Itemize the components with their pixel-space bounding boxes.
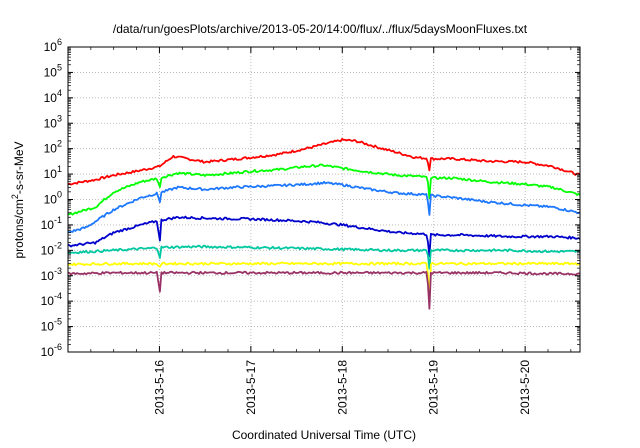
series-line [67,244,581,270]
y-tick-label: 101 [44,164,62,181]
series-line [68,163,581,216]
y-tick-label: 10-4 [41,291,62,308]
series-line [67,137,581,186]
x-tick-label: 2013-5-18 [335,360,349,415]
x-tick-label: 2013-5-16 [152,360,166,415]
series-line [67,180,581,234]
y-tick-label: 10-6 [41,342,62,359]
x-tick-label: 2013-5-17 [244,360,258,415]
y-tick-label: 106 [44,37,62,54]
series-line [67,261,581,302]
x-tick-labels: 2013-5-16 2013-5-17 2013-5-18 2013-5-19 2013… [152,360,532,415]
y-tick-labels: 106 105 104 103 102 101 100 10-1 10-2 10-3 10-4 10-… [41,37,62,359]
x-tick-label: 2013-5-20 [518,360,532,415]
y-tick-label: 10-3 [41,266,62,283]
y-tick-label: 104 [44,88,62,105]
y-tick-label: 103 [44,113,62,130]
y-tick-label: 100 [44,190,62,207]
x-axis-label: Coordinated Universal Time (UTC) [231,428,417,442]
chart-title: /data/run/goesPlots/archive/2013-05-20/1… [112,22,528,36]
y-tick-label: 102 [44,139,62,156]
y-tick-label: 105 [44,62,62,79]
series-group [67,137,581,310]
series-line [67,270,581,310]
tick-marks [68,46,580,353]
y-tick-label: 10-5 [41,317,62,334]
series-line [67,215,581,258]
x-tick-label: 2013-5-19 [427,360,441,415]
y-tick-label: 10-1 [41,215,62,232]
y-tick-label: 10-2 [41,240,62,257]
grid-lines [68,47,580,352]
y-axis-label: protons/cm2-s-sr-MeV [10,141,26,258]
